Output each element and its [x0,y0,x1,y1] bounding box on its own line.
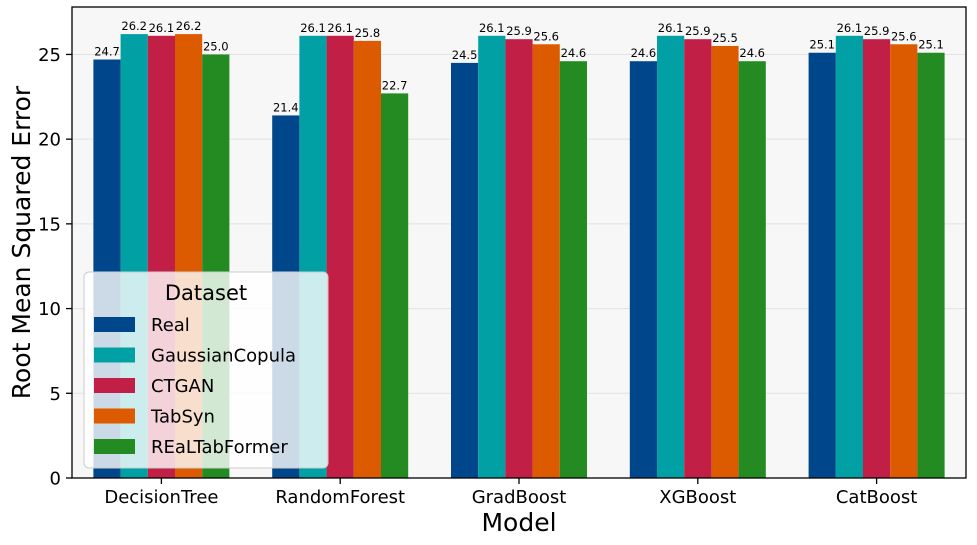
bar-value-label: 25.0 [203,39,229,53]
bar-value-label: 25.1 [809,38,835,52]
bar-value-label: 26.1 [658,21,684,35]
x-axis-title: Model [481,508,556,537]
legend-label: CTGAN [151,376,214,397]
x-tick-label: XGBoost [659,487,736,508]
bar-value-label: 25.1 [918,38,944,52]
bar [917,52,945,479]
bar [381,93,409,479]
bar-value-label: 25.5 [712,31,738,45]
y-tick-label: 10 [38,299,61,320]
y-tick-label: 20 [38,130,61,151]
legend-label: GaussianCopula [151,346,296,367]
bar [657,35,685,479]
y-tick-label: 25 [38,45,61,66]
legend: Dataset Real GaussianCopula CTGAN TabSyn REaL… [83,271,329,469]
bar [478,35,506,479]
y-tick-label: 0 [50,469,61,490]
bar [684,39,712,479]
bar-value-label: 26.2 [121,19,147,33]
bar [890,44,918,479]
bar [326,35,354,479]
bar-value-label: 24.5 [452,48,478,62]
bar-value-label: 21.4 [273,100,299,114]
axes: 0 5 10 15 20 25 DecisionTree RandomForest GradBo… [38,45,917,508]
legend-swatch [94,378,135,393]
legend-label: REaLTabFormer [151,437,288,458]
bar-value-label: 25.9 [506,24,532,38]
bar [353,40,381,479]
bar-value-label: 24.7 [94,45,120,59]
bar [711,45,739,479]
bar-value-label: 24.6 [631,46,657,60]
bar [629,61,657,479]
legend-title: Dataset [165,281,247,305]
bar-value-label: 25.9 [685,24,711,38]
bar-value-label: 25.8 [355,26,381,40]
bar-value-label: 24.6 [561,46,587,60]
bar-value-label: 26.2 [176,19,202,33]
legend-swatch [94,408,135,424]
bar-value-label: 25.9 [864,24,890,38]
bar [532,44,560,479]
y-tick-label: 5 [50,384,61,405]
legend-swatch [94,317,135,332]
legend-label: TabSyn [150,407,215,428]
bar [559,61,587,479]
x-tick-label: RandomForest [275,487,405,508]
bar-value-label: 26.1 [327,21,353,35]
legend-swatch [94,439,135,454]
legend-swatch [94,347,135,363]
bar [808,52,836,479]
bar [738,61,766,479]
bar-value-label: 26.1 [149,21,175,35]
x-tick-label: DecisionTree [104,487,218,508]
bar-value-label: 26.1 [479,21,505,35]
bar [835,35,863,479]
bar [451,62,479,479]
x-tick-label: CatBoost [836,487,917,508]
bar-value-label: 25.6 [891,29,917,43]
bar-value-label: 22.7 [382,78,408,92]
data-labels: 24.726.2 26.1 26.225.021.426.1 26.1 25.822.7… [94,19,944,114]
y-axis-title: Root Mean Squared Error [7,85,36,399]
legend-box [83,271,329,469]
bar-value-label: 26.1 [300,21,326,35]
bar [863,39,891,479]
bar-value-label: 24.6 [739,46,765,60]
legend-label: Real [151,315,190,336]
bar-value-label: 25.6 [533,29,559,43]
x-tick-label: GradBoost [472,487,567,508]
y-tick-label: 15 [38,214,61,235]
bar [505,39,533,479]
bar-value-label: 26.1 [837,21,863,35]
